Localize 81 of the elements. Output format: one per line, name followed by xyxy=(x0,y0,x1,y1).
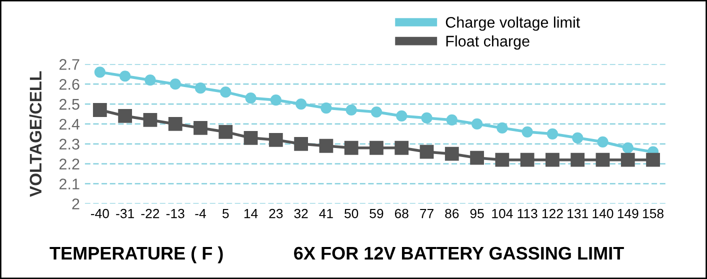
point xyxy=(396,110,408,122)
x-tick-label: 140 xyxy=(592,208,614,218)
y-tick-label: 2.3 xyxy=(60,138,80,150)
legend-label: Float charge xyxy=(446,35,530,50)
x-tick-label: 68 xyxy=(394,208,408,218)
x-tick-label: 158 xyxy=(643,208,664,218)
x-tick-label: -22 xyxy=(141,208,160,218)
point xyxy=(245,92,256,104)
point xyxy=(646,152,660,167)
point xyxy=(496,122,508,134)
x-tick-label: 5 xyxy=(222,209,229,218)
point xyxy=(92,103,107,117)
point xyxy=(218,124,233,139)
x-tick-label: 59 xyxy=(370,208,384,218)
x-tick-label: 23 xyxy=(269,208,283,218)
point xyxy=(444,146,459,161)
point xyxy=(370,140,384,155)
x-tick-label: -4 xyxy=(195,209,206,218)
point xyxy=(394,140,409,155)
point xyxy=(344,140,358,155)
text: 6X FOR 12V BATTERY GASSING LIMIT xyxy=(294,246,624,260)
point xyxy=(268,132,283,147)
point xyxy=(421,112,432,124)
point xyxy=(622,142,634,154)
y-tick-label: 2 xyxy=(72,198,80,210)
x-tick-label: 50 xyxy=(344,208,358,218)
y-tick-label: 2.2 xyxy=(60,158,80,170)
x-tick-label: -40 xyxy=(90,208,109,218)
point xyxy=(522,126,533,138)
point xyxy=(94,66,106,78)
point xyxy=(546,128,558,140)
point xyxy=(319,138,334,153)
x-tick-label: -31 xyxy=(116,208,134,218)
point xyxy=(120,70,131,82)
point xyxy=(194,120,208,135)
x-tick-label: 41 xyxy=(319,209,333,218)
x-tick-label: 131 xyxy=(568,208,588,218)
point xyxy=(194,82,206,94)
x-axis-title: TEMPERATURE ( F ) xyxy=(50,246,223,264)
point xyxy=(620,152,635,167)
x-tick-label: 77 xyxy=(420,209,434,218)
point xyxy=(220,86,232,98)
x-tick-label: 95 xyxy=(470,208,484,218)
point xyxy=(168,117,182,131)
point xyxy=(118,109,132,123)
point xyxy=(144,74,156,86)
point xyxy=(446,114,458,126)
point xyxy=(597,136,608,148)
x-tick-label: 104 xyxy=(492,208,513,218)
point xyxy=(296,98,307,110)
legend-label: Charge voltage limit xyxy=(446,16,580,31)
y-axis-title: VOLTAGE/CELL xyxy=(29,71,42,197)
y-tick-label: 2.7 xyxy=(60,59,80,70)
x-tick-label: 122 xyxy=(542,208,563,218)
x-tick-label: 149 xyxy=(618,208,638,218)
x-tick-label: 14 xyxy=(244,209,258,218)
point xyxy=(320,102,332,114)
y-tick-label: 2.5 xyxy=(60,98,80,110)
x-tick-label: 113 xyxy=(518,208,538,218)
point xyxy=(370,106,382,118)
point xyxy=(570,152,585,167)
point xyxy=(520,152,534,167)
y-tick-label: 2.6 xyxy=(60,78,80,90)
point xyxy=(596,152,610,167)
point xyxy=(170,78,181,90)
x-tick-label: 86 xyxy=(445,208,459,218)
point xyxy=(471,118,483,130)
point xyxy=(495,152,510,167)
point xyxy=(346,104,357,116)
point xyxy=(546,152,560,167)
point xyxy=(470,150,484,165)
point xyxy=(572,132,584,144)
point xyxy=(294,136,308,151)
point xyxy=(244,130,258,145)
x-tick-label: -13 xyxy=(166,208,184,218)
point xyxy=(143,113,158,127)
y-tick-label: 2.1 xyxy=(60,178,80,190)
point xyxy=(270,94,282,106)
y-tick-label: 2.4 xyxy=(60,118,80,130)
x-tick-label: 32 xyxy=(294,208,308,218)
point xyxy=(420,144,434,159)
